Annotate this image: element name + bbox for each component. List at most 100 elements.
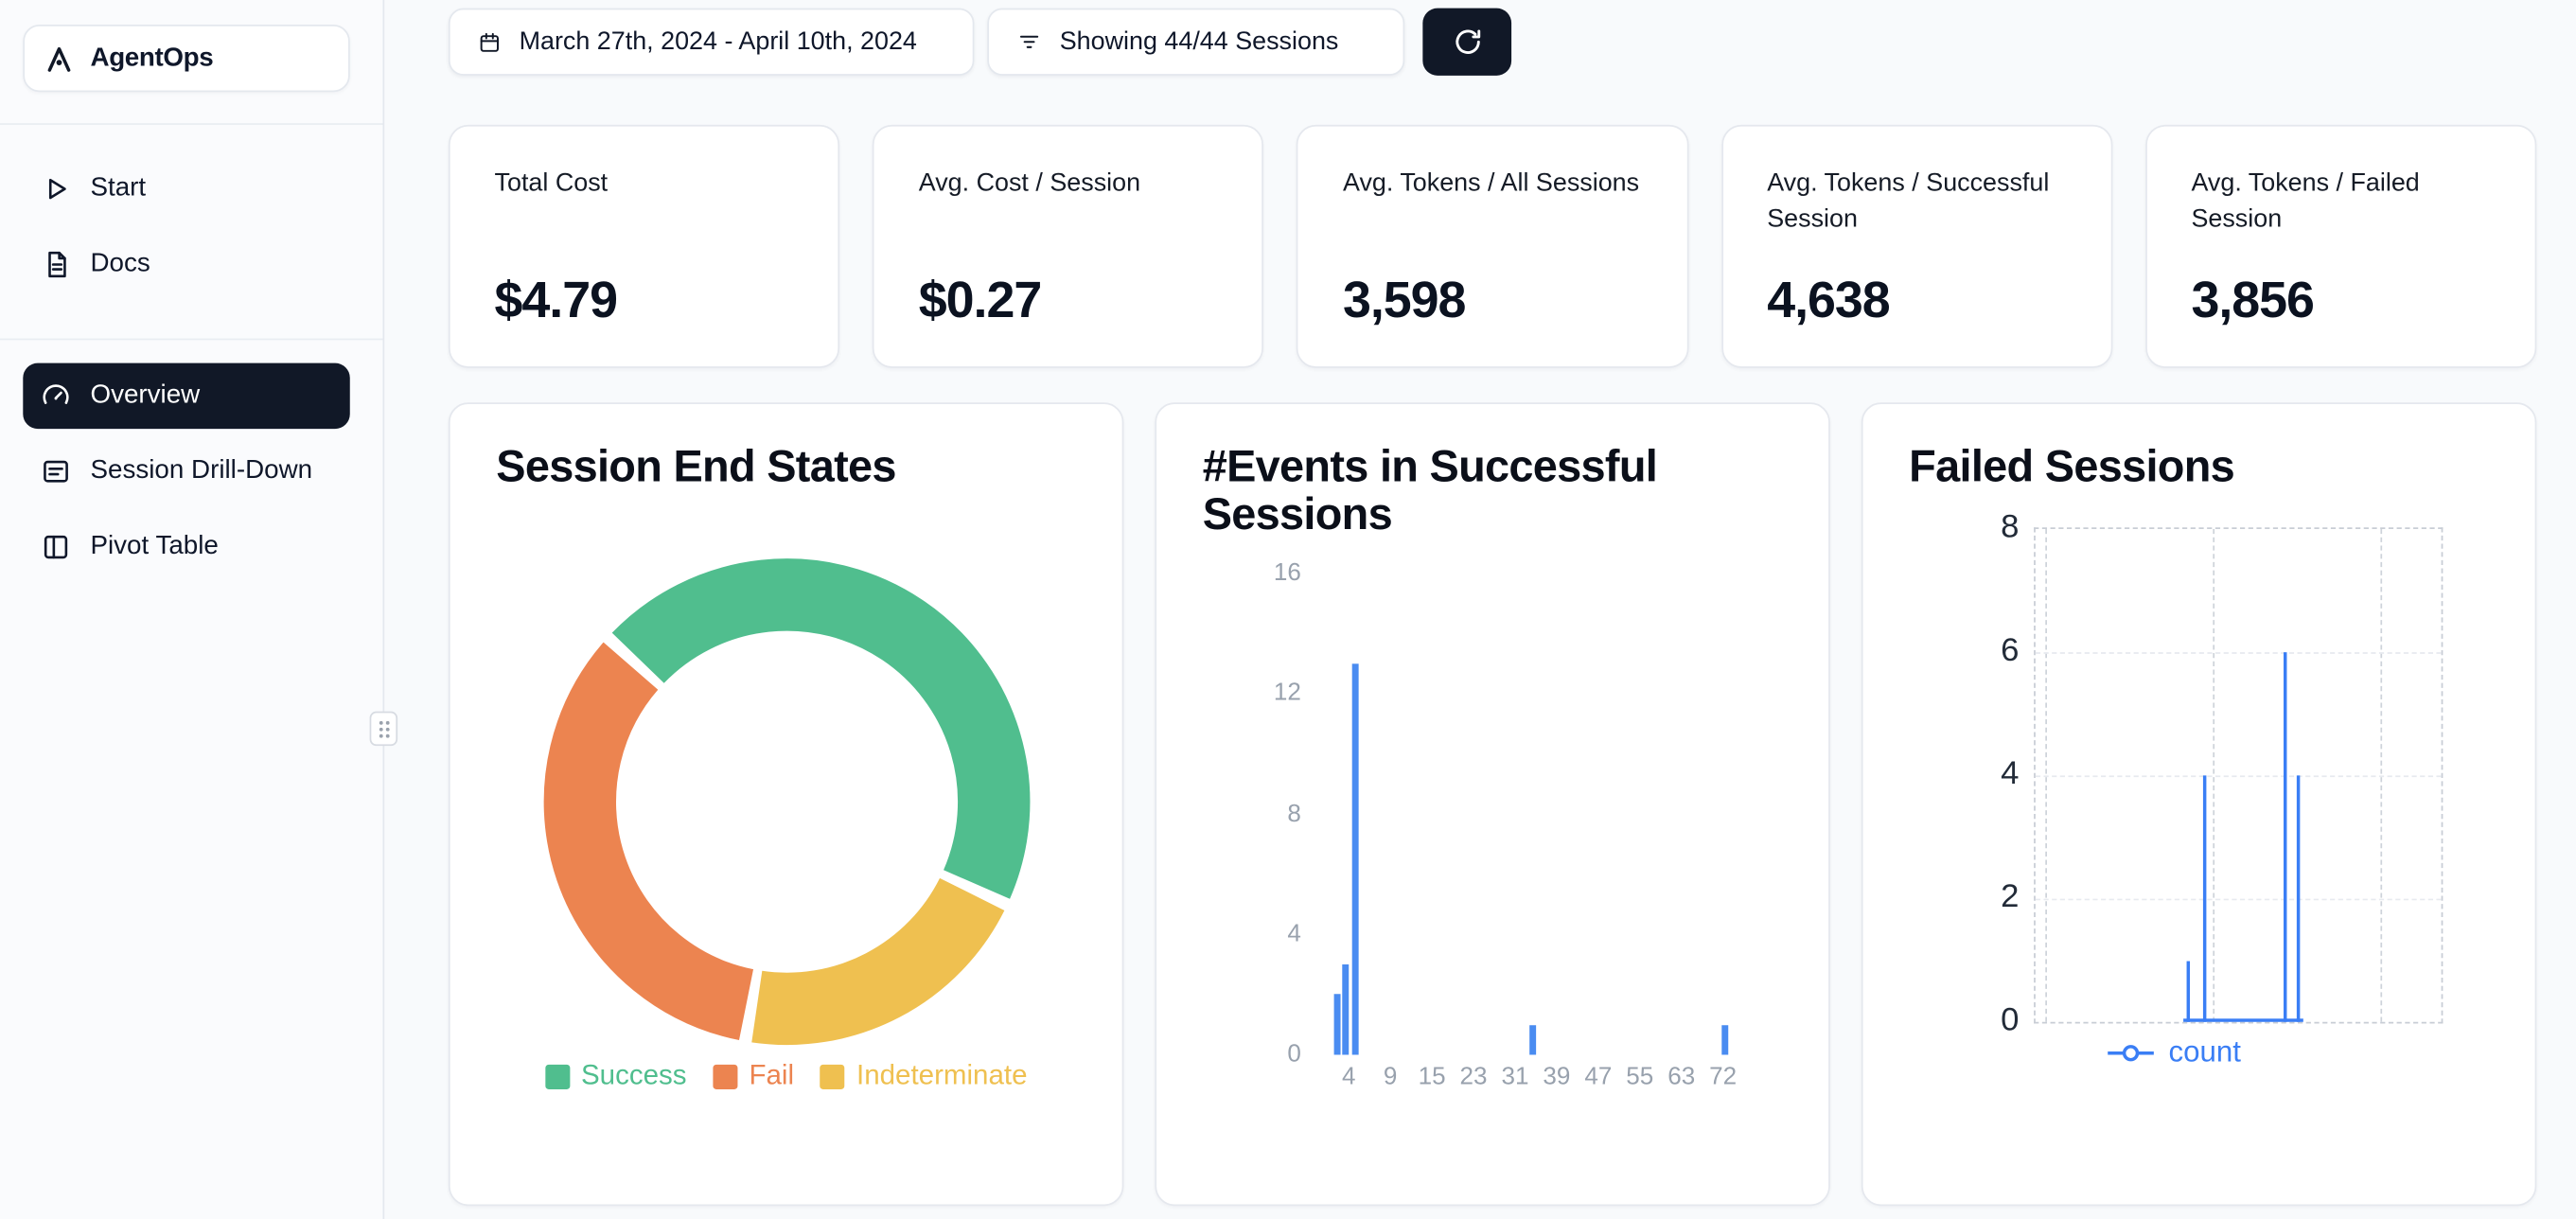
- x-tick-label: 4: [1341, 1063, 1356, 1091]
- gridline-horizontal: [2035, 775, 2442, 778]
- donut-legend: Success Fail Indeterminate: [450, 1060, 1122, 1093]
- sidebar: AgentOps Start Docs Overview Session Dri…: [0, 0, 385, 1219]
- chart-card-failed-sessions: Failed Sessions 0 2 4 6 8 count: [1861, 402, 2537, 1207]
- count-spike[interactable]: [2296, 775, 2301, 1022]
- x-tick-label: 47: [1584, 1063, 1613, 1091]
- stat-card-avg-tokens-all: Avg. Tokens / All Sessions 3,598: [1297, 124, 1688, 368]
- legend-item-indeterminate[interactable]: Indeterminate: [820, 1059, 1028, 1093]
- histogram-bar[interactable]: [1351, 663, 1359, 1055]
- sidebar-resize-handle[interactable]: [369, 711, 398, 747]
- events-bar-chart[interactable]: [1319, 574, 1804, 1055]
- list-card-icon: [44, 460, 68, 483]
- y-tick-label: 12: [1273, 679, 1301, 707]
- sidebar-item-label: Pivot Table: [90, 532, 219, 560]
- y-axis-labels: 0 4 8 12 16: [1156, 558, 1301, 1068]
- sidebar-item-start[interactable]: Start: [23, 156, 349, 221]
- stat-card-avg-tokens-successful: Avg. Tokens / Successful Session 4,638: [1720, 124, 2113, 368]
- stat-label: Avg. Cost / Session: [918, 168, 1141, 198]
- filter-icon: [1019, 35, 1039, 48]
- gridline-horizontal: [2035, 898, 2442, 901]
- sessions-filter-button[interactable]: Showing 44/44 Sessions: [987, 8, 1405, 76]
- count-baseline: [2182, 1018, 2303, 1022]
- legend-item-count[interactable]: count: [2107, 1035, 2241, 1069]
- x-tick-label: 9: [1383, 1063, 1398, 1091]
- failed-sessions-chart[interactable]: [2034, 527, 2444, 1024]
- stat-value: 3,598: [1342, 271, 1467, 329]
- sidebar-item-session-drill-down[interactable]: Session Drill-Down: [23, 439, 349, 504]
- sidebar-item-overview[interactable]: Overview: [23, 362, 350, 430]
- stat-label: Avg. Tokens / All Sessions: [1342, 168, 1640, 198]
- date-range-label: March 27th, 2024 - April 10th, 2024: [519, 26, 917, 56]
- sidebar-item-label: Session Drill-Down: [90, 456, 313, 486]
- legend-swatch: [544, 1064, 570, 1089]
- stat-value: 3,856: [2191, 271, 2315, 329]
- histogram-bar[interactable]: [1528, 1024, 1536, 1055]
- y-tick-label: 4: [2001, 755, 2020, 792]
- chart-card-events-histogram: #Events in Successful Sessions 0 4 8 12 16 4…: [1155, 402, 1830, 1207]
- app-name: AgentOps: [90, 44, 214, 72]
- charts-row: Session End States Success Fail Indetermin…: [448, 402, 2537, 1207]
- sidebar-item-docs[interactable]: Docs: [23, 232, 349, 297]
- y-tick-label: 0: [2001, 1001, 2020, 1039]
- y-tick-label: 8: [2001, 509, 2020, 546]
- x-tick-label: 31: [1501, 1063, 1529, 1091]
- count-spike[interactable]: [2283, 652, 2287, 1022]
- session-end-states-donut-chart[interactable]: [523, 539, 1050, 1065]
- chart-title: Failed Sessions: [1909, 441, 2235, 492]
- x-tick-label: 15: [1418, 1063, 1446, 1091]
- date-range-button[interactable]: March 27th, 2024 - April 10th, 2024: [448, 8, 975, 76]
- donut-segment-fail[interactable]: [542, 642, 753, 1041]
- stat-value: $4.79: [494, 271, 619, 329]
- legend-label: Indeterminate: [856, 1059, 1028, 1091]
- chart-title: #Events in Successful Sessions: [1202, 441, 1658, 539]
- stat-card-avg-cost-session: Avg. Cost / Session $0.27: [873, 124, 1264, 368]
- stat-card-total-cost: Total Cost $4.79: [448, 124, 840, 368]
- stat-value: $0.27: [918, 271, 1043, 329]
- donut-segment-indeterminate[interactable]: [750, 877, 1004, 1046]
- stat-card-avg-tokens-failed: Avg. Tokens / Failed Session 3,856: [2144, 124, 2537, 368]
- legend-item-fail[interactable]: Fail: [713, 1060, 794, 1093]
- grip-dots-icon: [378, 720, 389, 737]
- sessions-filter-label: Showing 44/44 Sessions: [1059, 26, 1339, 56]
- histogram-bar[interactable]: [1333, 994, 1341, 1055]
- x-tick-label: 63: [1667, 1063, 1696, 1091]
- count-spike[interactable]: [2185, 960, 2191, 1022]
- sidebar-item-label: Overview: [90, 380, 201, 410]
- count-legend-label: count: [2168, 1034, 2241, 1069]
- legend-swatch: [820, 1064, 845, 1089]
- histogram-bar[interactable]: [1721, 1024, 1729, 1055]
- y-tick-label: 6: [2001, 632, 2020, 669]
- legend-label: Fail: [749, 1059, 795, 1091]
- stats-row: Total Cost $4.79 Avg. Cost / Session $0.…: [448, 124, 2537, 368]
- y-tick-label: 2: [2001, 878, 2020, 915]
- sidebar-divider: [0, 338, 383, 341]
- sidebar-divider: [0, 123, 383, 125]
- x-tick-label: 23: [1459, 1063, 1488, 1091]
- stat-label: Total Cost: [494, 168, 609, 198]
- count-series-marker-icon: [2108, 1044, 2154, 1061]
- y-tick-label: 4: [1287, 919, 1301, 948]
- gridline-horizontal: [2035, 652, 2442, 654]
- sidebar-item-pivot-table[interactable]: Pivot Table: [23, 514, 349, 579]
- legend-label: Success: [580, 1059, 687, 1091]
- document-icon: [48, 251, 66, 278]
- chart-card-session-end-states: Session End States Success Fail Indetermin…: [448, 402, 1124, 1207]
- x-tick-label: 39: [1543, 1063, 1571, 1091]
- histogram-bar[interactable]: [1342, 964, 1350, 1055]
- calendar-icon: [480, 32, 499, 51]
- x-tick-label: 72: [1709, 1063, 1738, 1091]
- count-spike[interactable]: [2202, 775, 2207, 1022]
- gauge-icon: [43, 384, 69, 404]
- agentops-logo-icon: [47, 46, 71, 71]
- sidebar-item-label: Start: [90, 174, 147, 203]
- refresh-button[interactable]: [1422, 8, 1512, 76]
- donut-segment-success[interactable]: [610, 558, 1030, 899]
- stat-label: Avg. Tokens / Failed Session: [2191, 168, 2420, 235]
- play-icon: [48, 178, 66, 200]
- x-axis-labels: 4 9 15 23 31 39 47 55 63 72: [1319, 1063, 1804, 1098]
- agentops-logo[interactable]: AgentOps: [23, 25, 350, 93]
- refresh-icon: [1455, 29, 1480, 54]
- y-axis-labels: 0 2 4 6 8: [1863, 509, 2020, 1038]
- legend-item-success[interactable]: Success: [544, 1059, 687, 1093]
